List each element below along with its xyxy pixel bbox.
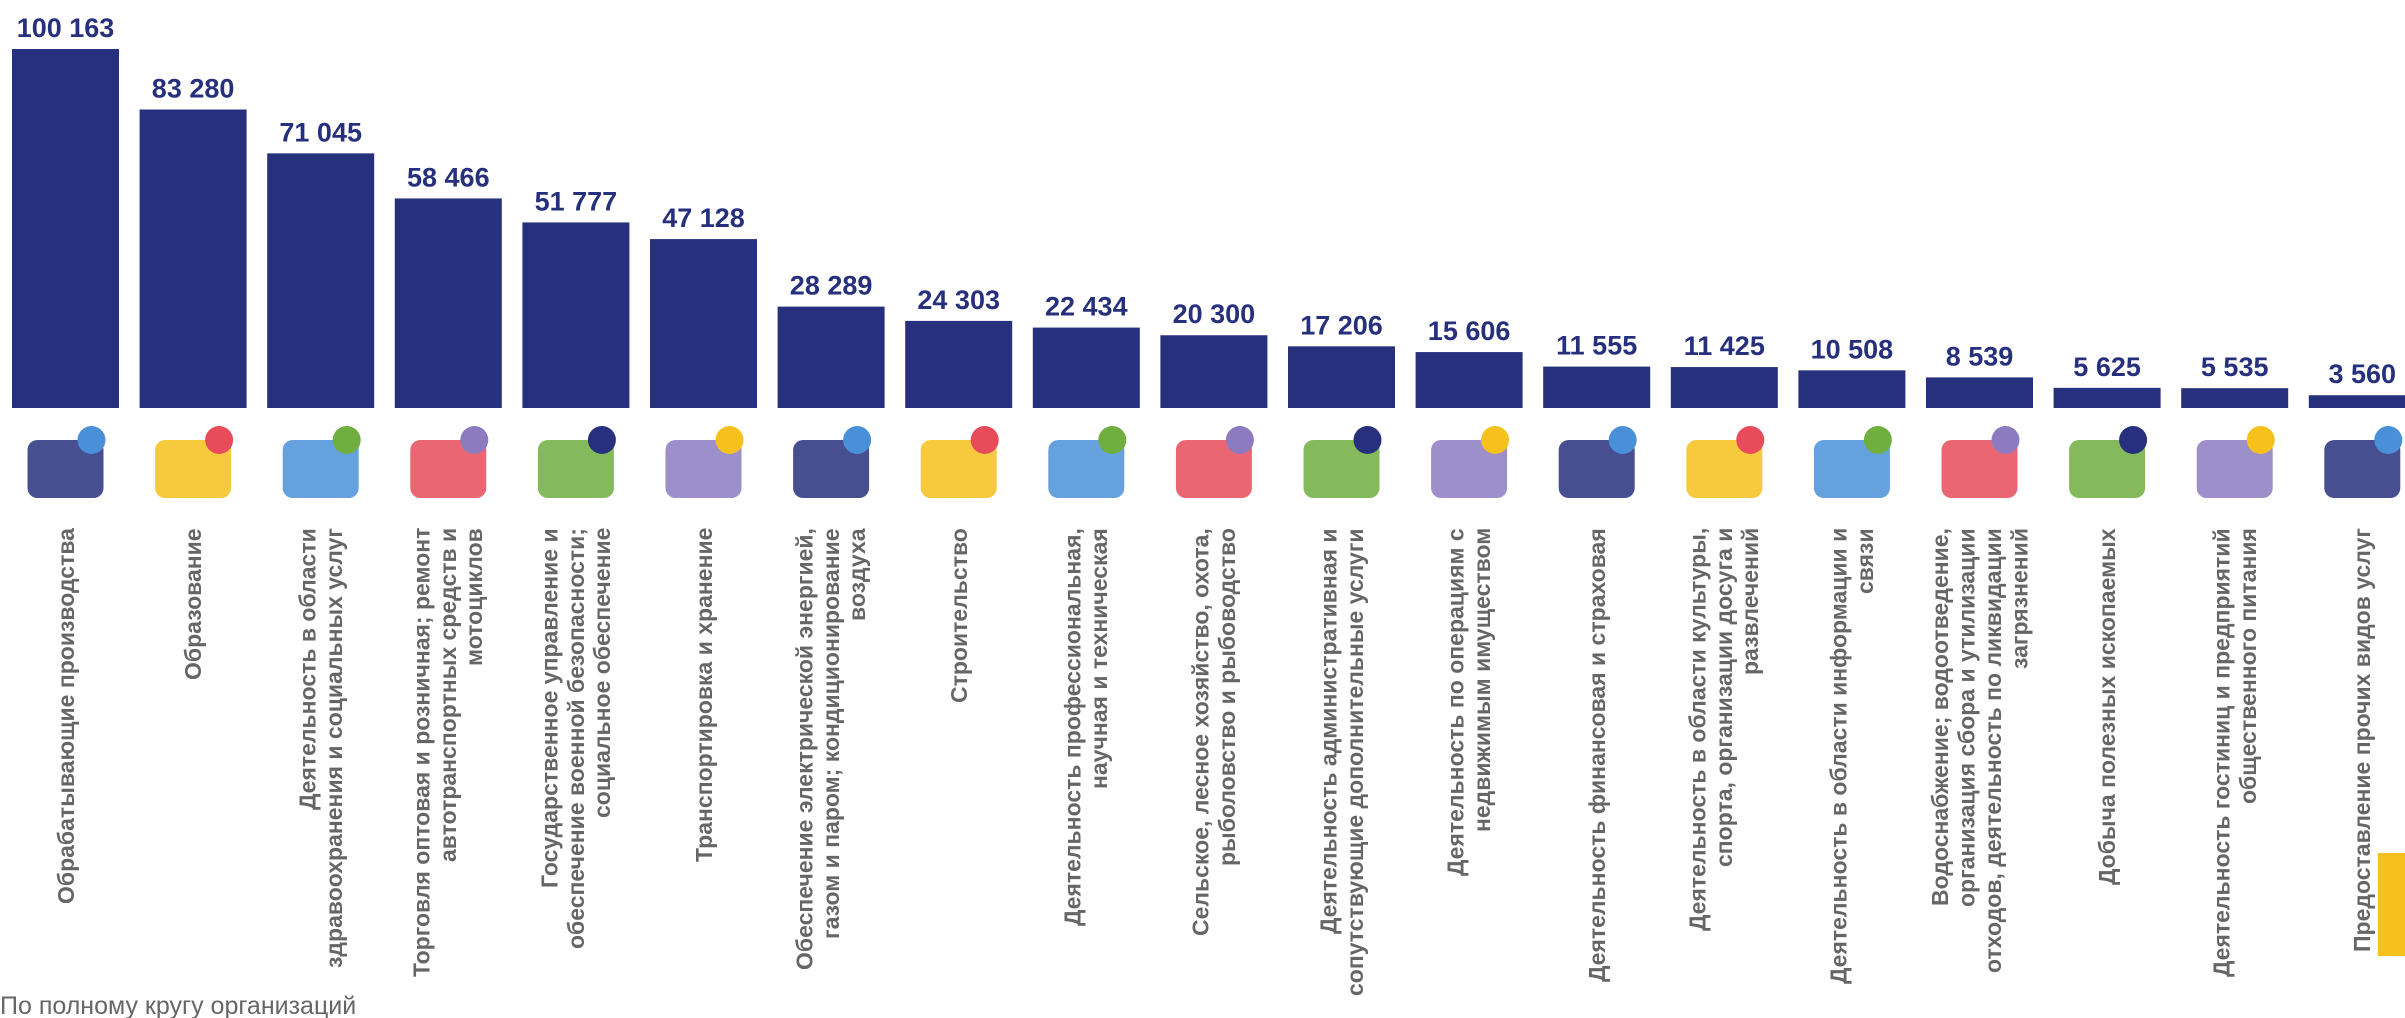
value-label: 5 535 [2201,352,2269,382]
icon [2119,426,2148,454]
category-label: Государственное управление и обеспечение… [536,528,616,949]
category-label: Деятельность гостиниц и предприятий обще… [2208,528,2261,977]
icon [2069,440,2146,498]
bar [2308,395,2405,408]
icon [2196,440,2273,498]
icon [587,426,616,454]
category-label: Строительство [945,528,972,703]
category-label: Деятельность по операциям с недвижимым и… [1442,528,1496,876]
value-label: 20 300 [1173,299,1256,329]
category-label: Деятельность в области информации и связ… [1825,528,1878,985]
icon [2374,426,2403,454]
category-label: Предоставление прочих видов услуг [2349,528,2376,952]
icon [1608,426,1637,454]
icon [1736,426,1765,454]
category-label: Деятельность в области культуры, спорта,… [1684,528,1764,932]
icon [410,440,487,498]
value-label: 100 163 [17,13,115,43]
category-label: Сельское, лесное хозяйство, охота, рыбол… [1187,528,1240,936]
bar [650,239,757,408]
icon [1991,426,2020,454]
value-label: 5 625 [2073,352,2141,382]
icon [27,440,104,498]
value-label: 71 045 [279,117,362,147]
icon [205,426,234,454]
bar [267,153,375,408]
category-label: Образование [179,528,206,680]
bar [1926,377,2033,408]
category-label: Добыча полезных ископаемых [2093,528,2120,885]
bar [777,306,885,408]
value-label: 47 128 [662,203,745,233]
icon [77,426,106,454]
category-label: Деятельность профессиональная, научная и… [1059,528,1113,926]
value-label: 11 555 [1556,331,1637,361]
value-label: 58 466 [407,162,490,192]
value-label: 11 425 [1684,331,1765,361]
bar [522,222,630,408]
bar [139,109,247,408]
bar [394,198,502,408]
icon [1686,440,1763,498]
value-label: 83 280 [152,74,235,104]
value-label: 28 289 [790,271,873,301]
category-label: Обеспечение электрической энергией, газо… [791,528,871,970]
bar [1160,335,1268,408]
icon [1941,440,2018,498]
icon [715,426,744,454]
category-label: Водоснабжение; водоотведение, организаци… [1926,528,2032,973]
accent-block [2378,853,2405,956]
category-label: Обрабатывающие производства [52,528,79,904]
bar [1543,366,1651,408]
category-label: Транспортировка и хранение [690,528,717,863]
value-label: 8 539 [1946,341,2014,371]
bar [1415,352,1523,408]
icon [665,440,742,498]
icon [843,426,872,454]
icon [1175,440,1252,498]
value-label: 3 560 [2329,359,2397,389]
icon [1303,440,1380,498]
icon [1813,440,1890,498]
icon [537,440,614,498]
value-label: 22 434 [1045,292,1128,322]
bar [1670,367,1778,408]
icon [1098,426,1127,454]
icon [1353,426,1382,454]
value-label: 15 606 [1428,316,1511,346]
value-label: 10 508 [1811,334,1894,364]
category-label: Торговля оптовая и розничная; ремонт авт… [408,528,488,978]
icon [1048,440,1125,498]
category-label: Деятельность административная и сопутств… [1315,528,1368,996]
icon [1225,426,1254,454]
bar [905,320,1013,408]
bar [2181,388,2289,408]
icon [793,440,870,498]
bar [1032,327,1140,408]
bar [2053,387,2161,408]
icon [155,440,232,498]
icon [460,426,489,454]
icon [282,440,359,498]
icon [1481,426,1510,454]
category-label: Деятельность в области здравоохранения и… [294,528,347,968]
icon [332,426,361,454]
icon [1431,440,1508,498]
icon [2246,426,2275,454]
icon [2324,440,2401,498]
icon [1863,426,1892,454]
icon [920,440,997,498]
icon [970,426,999,454]
value-label: 24 303 [917,285,1000,315]
bar [12,49,119,408]
icon [1558,440,1635,498]
footnote: По полному кругу организаций [0,992,357,1018]
bar [1798,370,1906,408]
bar [1288,346,1395,408]
value-label: 17 206 [1300,310,1383,340]
category-label: Деятельность финансовая и страховая [1583,528,1610,982]
value-label: 51 777 [535,186,618,216]
